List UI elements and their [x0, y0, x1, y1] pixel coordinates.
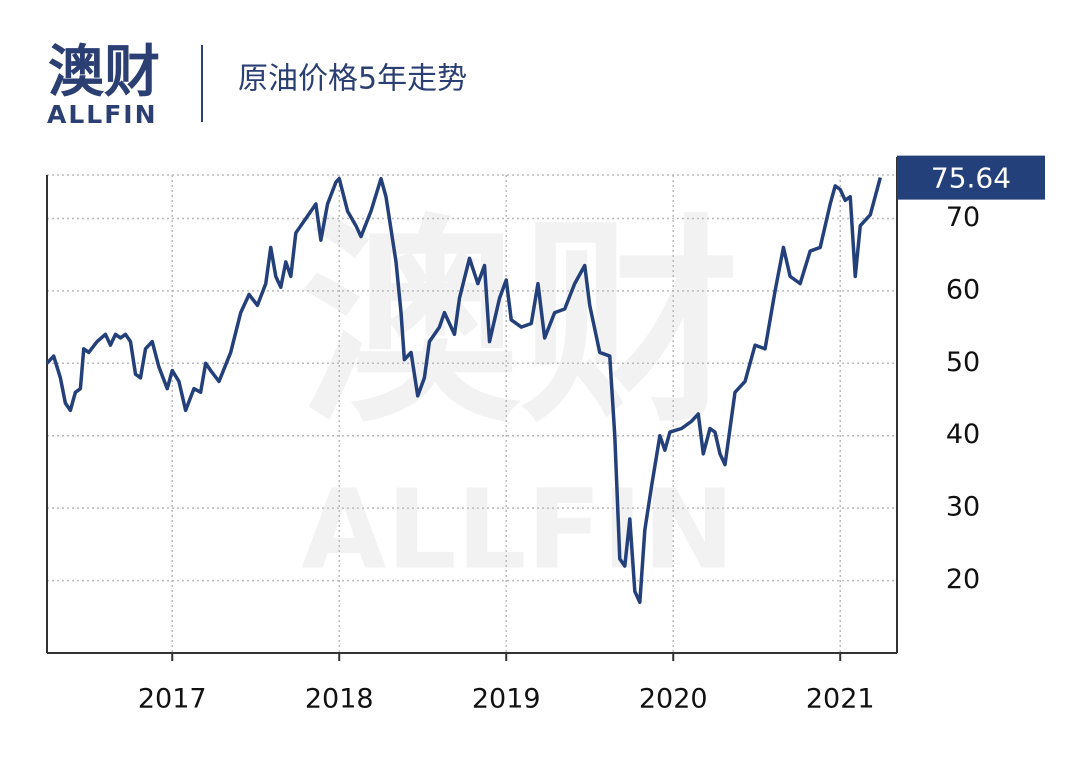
line: [45, 176, 882, 605]
y-tick-label: 20: [946, 564, 980, 595]
x-tick-label: 2017: [138, 684, 207, 715]
logo-name: 澳财: [48, 40, 160, 105]
y-tick-label: 40: [946, 419, 980, 450]
y-tick-label: 70: [946, 202, 980, 233]
x-tick-label: 2021: [806, 684, 875, 715]
x-tick-label: 2019: [472, 684, 541, 715]
value-label: 75.64: [931, 162, 1011, 195]
x-tick-label: 2020: [639, 684, 708, 715]
y-tick-label: 30: [946, 492, 980, 523]
y-tick-label: 60: [946, 274, 980, 305]
x-tick-label: 2018: [305, 684, 374, 715]
value-box: [897, 155, 1045, 200]
y-tick-label: 50: [946, 347, 980, 378]
logo-sub: ALLFIN: [47, 100, 158, 129]
watermark-sub: ALLFIN: [301, 465, 734, 593]
chart-title: 原油价格5年走势: [238, 62, 467, 97]
plot: 20 30 40 50 60 70 2017 2018 2019 2020 2021 75.64: [45, 155, 1045, 715]
